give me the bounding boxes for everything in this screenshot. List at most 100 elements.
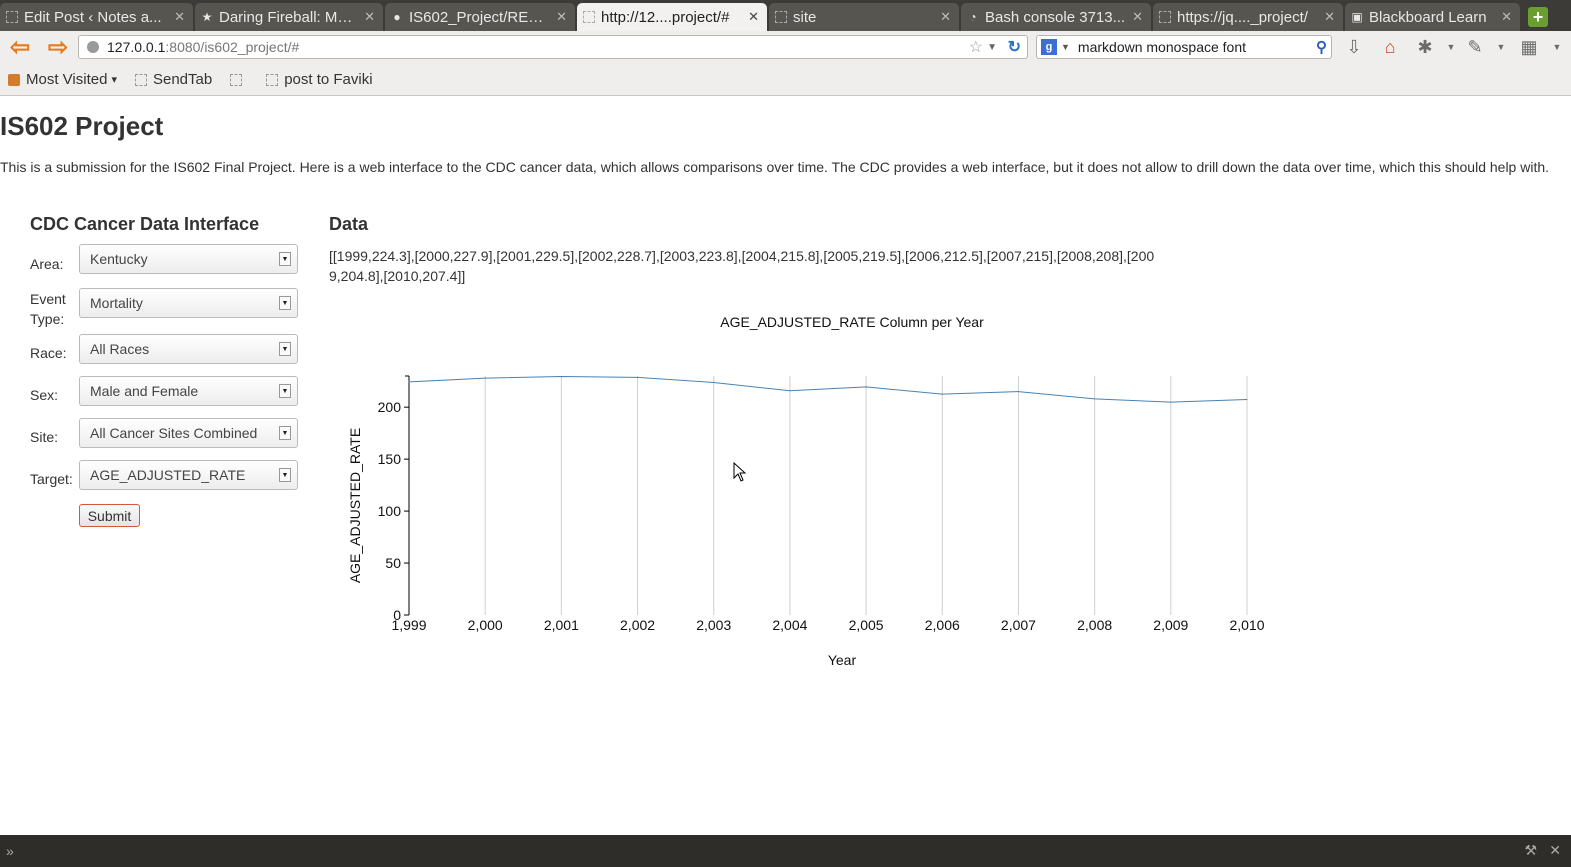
blackboard-icon: ▣ <box>1351 10 1363 24</box>
bookmark-item[interactable]: Most Visited ▾ <box>8 71 117 88</box>
field-label: Target: <box>30 471 73 487</box>
grid-menu-icon[interactable]: ▦ <box>1520 36 1538 57</box>
select-area[interactable]: Kentucky ▼ <box>79 244 298 274</box>
select-eventtype[interactable]: Mortality ▼ <box>79 288 298 318</box>
blank-page-icon <box>266 73 279 86</box>
series-line <box>408 376 1248 403</box>
browser-tab[interactable]: https://jq...._project/ ✕ <box>1153 3 1343 31</box>
x-tick-label: 2,010 <box>1229 617 1264 633</box>
new-tab-icon[interactable]: + <box>1528 7 1548 27</box>
select-site[interactable]: All Cancer Sites Combined ▼ <box>79 418 298 448</box>
bookmark-label: Most Visited <box>26 71 108 88</box>
eyedropper-dropdown-icon[interactable]: ▼ <box>1496 42 1506 52</box>
select-value: All Cancer Sites Combined <box>90 425 258 441</box>
dropdown-arrow-icon[interactable]: ▼ <box>279 426 291 440</box>
browser-tab[interactable]: http://12....project/# ✕ <box>577 3 767 31</box>
data-section: Data <box>329 214 368 235</box>
submit-button[interactable]: Submit <box>79 504 140 527</box>
wrench-icon[interactable]: ⚒ <box>1524 842 1537 858</box>
chevron-down-icon: ▾ <box>111 74 117 86</box>
close-tab-icon[interactable]: ✕ <box>1501 9 1512 24</box>
bookmark-item[interactable] <box>230 73 248 86</box>
addon-icon[interactable]: ✱ <box>1417 36 1433 57</box>
close-tab-icon[interactable]: ✕ <box>940 9 951 24</box>
dropdown-arrow-icon[interactable]: ▼ <box>279 252 291 266</box>
bookmark-star-icon[interactable]: ☆ <box>968 39 983 56</box>
close-tab-icon[interactable]: ✕ <box>364 9 375 24</box>
select-value: AGE_ADJUSTED_RATE <box>90 467 246 483</box>
blank-page-icon <box>1159 11 1171 23</box>
select-value: Kentucky <box>90 251 148 267</box>
close-tab-icon[interactable]: ✕ <box>556 9 567 24</box>
browser-tab[interactable]: ● IS602_Project/REA... ✕ <box>385 3 575 31</box>
browser-tab[interactable]: ◔ Bash console 3713... ✕ <box>961 3 1151 31</box>
y-tick-label: 0 <box>393 607 401 623</box>
x-tick-label: 2,004 <box>772 617 807 633</box>
y-tick-label: 100 <box>378 503 402 519</box>
download-icon[interactable]: ⇩ <box>1346 36 1362 57</box>
url-bar[interactable]: 127.0.0.1:8080/is602_project/# ☆ ▼ ↻ <box>78 35 1028 59</box>
close-addon-bar-icon[interactable]: ✕ <box>1549 842 1561 858</box>
data-point <box>941 393 943 395</box>
search-engine-dropdown-icon[interactable]: ▼ <box>1061 42 1070 52</box>
search-engine-icon[interactable]: g <box>1041 39 1057 55</box>
select-sex[interactable]: Male and Female ▼ <box>79 376 298 406</box>
search-input[interactable]: markdown monospace font <box>1077 39 1247 55</box>
data-point <box>560 376 562 378</box>
eyedropper-icon[interactable]: ✎ <box>1467 36 1483 57</box>
search-bar[interactable]: g ▼ markdown monospace font ⚲ <box>1036 35 1332 59</box>
dropdown-arrow-icon[interactable]: ▼ <box>279 384 291 398</box>
dropdown-arrow-icon[interactable]: ▼ <box>279 342 291 356</box>
select-value: Mortality <box>90 295 143 311</box>
dropdown-arrow-icon[interactable]: ▼ <box>279 296 291 310</box>
data-output: [[1999,224.3],[2000,227.9],[2001,229.5],… <box>329 248 1155 284</box>
grid-menu-dropdown-icon[interactable]: ▼ <box>1552 42 1562 52</box>
site-identity-icon[interactable] <box>87 41 99 53</box>
field-label: Site: <box>30 429 59 445</box>
blank-page-icon <box>6 11 18 23</box>
page-title: IS602 Project <box>0 111 164 141</box>
close-tab-icon[interactable]: ✕ <box>1324 9 1335 24</box>
page-content: IS602 Project This is a submission for t… <box>0 97 1571 835</box>
close-tab-icon[interactable]: ✕ <box>1132 9 1143 24</box>
close-tab-icon[interactable]: ✕ <box>174 9 185 24</box>
bookmark-item[interactable]: SendTab <box>134 71 212 88</box>
select-target[interactable]: AGE_ADJUSTED_RATE ▼ <box>79 460 298 490</box>
bookmark-item[interactable]: post to Faviki <box>266 71 373 88</box>
forward-arrow-icon[interactable]: ⇨ <box>47 34 69 61</box>
data-point <box>1094 398 1096 400</box>
data-point <box>1246 398 1248 400</box>
bookmark-label: post to Faviki <box>284 71 373 88</box>
data-point <box>713 381 715 383</box>
url-host: 127.0.0.1 <box>107 39 166 55</box>
x-tick-label: 2,001 <box>544 617 579 633</box>
field-label: Race: <box>30 345 67 361</box>
data-point <box>1017 391 1019 393</box>
reload-icon[interactable]: ↻ <box>1007 39 1021 56</box>
select-value: All Races <box>90 341 150 357</box>
browser-tab[interactable]: ★ Daring Fireball: Ma... ✕ <box>195 3 383 31</box>
url-path: :8080/is602_project/# <box>165 39 300 55</box>
search-icon[interactable]: ⚲ <box>1316 39 1327 56</box>
tab-title: IS602_Project/REA... <box>409 8 551 26</box>
data-point <box>408 381 410 383</box>
y-tick-label: 200 <box>378 399 402 415</box>
github-icon: ● <box>393 10 401 24</box>
addon-dropdown-icon[interactable]: ▼ <box>1446 42 1456 52</box>
select-race[interactable]: All Races ▼ <box>79 334 298 364</box>
browser-tab[interactable]: ▣ Blackboard Learn ✕ <box>1345 3 1520 31</box>
x-tick-label: 2,000 <box>468 617 503 633</box>
history-dropdown-icon[interactable]: ▼ <box>987 41 997 53</box>
home-icon[interactable]: ⌂ <box>1384 36 1396 57</box>
line-chart: AGE_ADJUSTED_RATE Column per Year 0 50 100 1… <box>329 302 1289 687</box>
close-tab-icon[interactable]: ✕ <box>748 9 759 24</box>
x-tick-label: 2,007 <box>1001 617 1036 633</box>
double-chevron-icon[interactable]: » <box>6 843 14 859</box>
browser-tab[interactable]: site ✕ <box>769 3 959 31</box>
mouse-cursor-icon <box>733 462 747 482</box>
field-label: Area: <box>30 256 64 272</box>
y-tick-label: 150 <box>378 451 402 467</box>
back-arrow-icon[interactable]: ⇦ <box>9 34 31 61</box>
browser-tab[interactable]: Edit Post ‹ Notes a... ✕ <box>0 3 193 31</box>
dropdown-arrow-icon[interactable]: ▼ <box>279 468 291 482</box>
